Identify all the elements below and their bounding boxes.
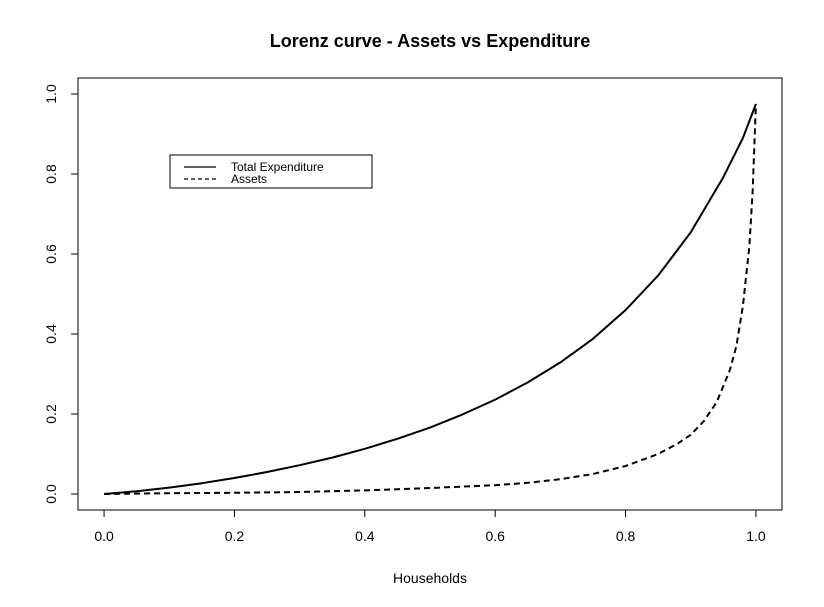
x-tick-label: 0.6 bbox=[485, 528, 505, 544]
plot-frame bbox=[77, 77, 783, 511]
x-tick-label: 0.0 bbox=[94, 528, 114, 544]
x-axis-label: Households bbox=[393, 570, 467, 586]
chart-title: Lorenz curve - Assets vs Expenditure bbox=[270, 31, 590, 51]
legend-label-0: Total Expenditure bbox=[231, 160, 324, 174]
series-layer bbox=[104, 103, 757, 495]
y-tick-label: 1.0 bbox=[43, 84, 59, 104]
series-line-1 bbox=[104, 103, 757, 495]
legend-label-1: Assets bbox=[231, 172, 267, 186]
y-tick-label: 0.0 bbox=[43, 484, 59, 504]
x-tick-label: 0.2 bbox=[225, 528, 245, 544]
y-axis: 0.0 0.2 0.4 0.6 0.8 1.0 bbox=[43, 84, 79, 504]
y-tick-label: 0.6 bbox=[43, 244, 59, 264]
legend-box bbox=[169, 154, 373, 189]
y-tick-label: 0.4 bbox=[43, 324, 59, 344]
x-tick-label: 0.4 bbox=[355, 528, 375, 544]
x-axis: 0.0 0.2 0.4 0.6 0.8 1.0 bbox=[94, 509, 766, 544]
y-tick-label: 0.2 bbox=[43, 404, 59, 424]
y-tick-label: 0.8 bbox=[43, 164, 59, 184]
series-line-0 bbox=[104, 103, 757, 495]
x-tick-label: 1.0 bbox=[746, 528, 766, 544]
x-tick-label: 0.8 bbox=[616, 528, 636, 544]
